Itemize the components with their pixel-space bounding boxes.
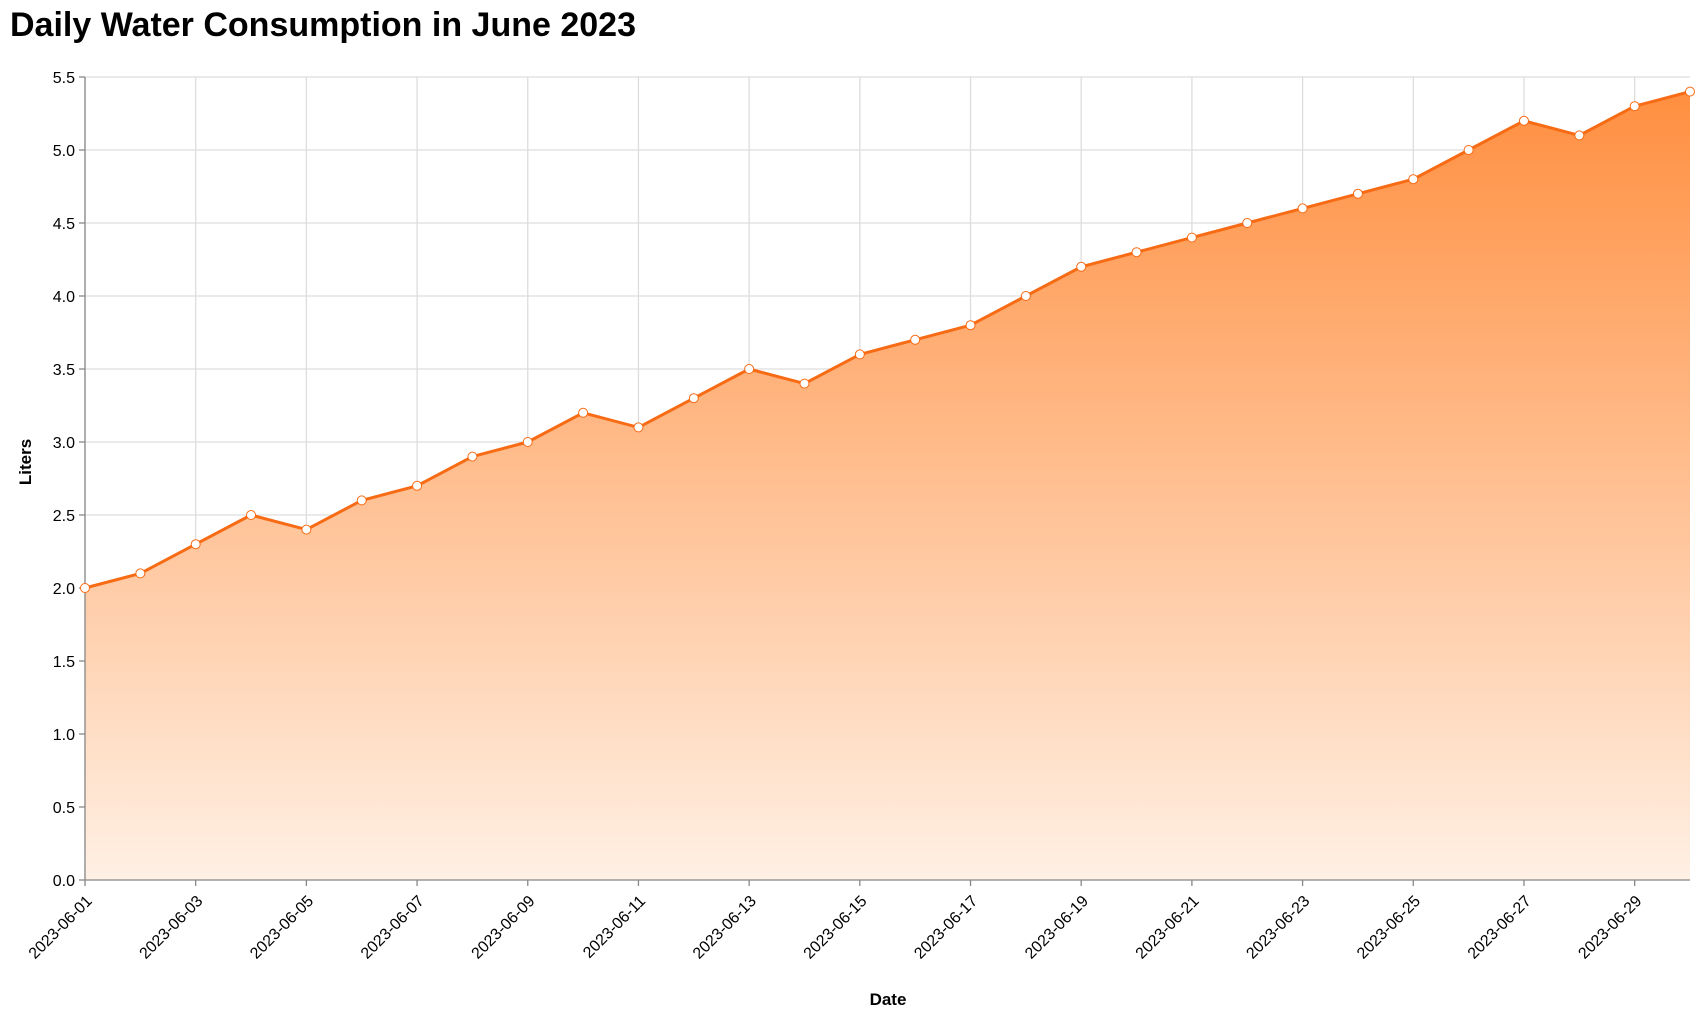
data-point[interactable] — [1132, 248, 1141, 257]
chart-title: Daily Water Consumption in June 2023 — [10, 6, 636, 44]
data-point[interactable] — [1021, 292, 1030, 301]
data-point[interactable] — [1077, 262, 1086, 271]
data-point[interactable] — [191, 540, 200, 549]
y-tick-label: 3.0 — [53, 435, 75, 452]
x-tick-label: 2023-06-15 — [801, 893, 871, 963]
x-tick-label: 2023-06-13 — [690, 893, 760, 963]
data-point[interactable] — [81, 584, 90, 593]
x-tick-label: 2023-06-05 — [247, 893, 317, 963]
data-point[interactable] — [1409, 175, 1418, 184]
x-tick-label: 2023-06-07 — [358, 893, 428, 963]
y-tick-label: 4.5 — [53, 216, 75, 233]
x-tick-label: 2023-06-27 — [1465, 893, 1535, 963]
data-point[interactable] — [136, 569, 145, 578]
y-tick-label: 5.5 — [53, 70, 75, 87]
y-tick-label: 0.5 — [53, 800, 75, 817]
x-tick-label: 2023-06-01 — [26, 893, 96, 963]
y-tick-label: 2.0 — [53, 581, 75, 598]
x-tick-label: 2023-06-17 — [911, 893, 981, 963]
data-point[interactable] — [745, 365, 754, 374]
data-point[interactable] — [1353, 189, 1362, 198]
y-tick-label: 1.0 — [53, 727, 75, 744]
x-tick-label: 2023-06-19 — [1022, 893, 1092, 963]
data-point[interactable] — [1243, 219, 1252, 228]
x-axis-title: Date — [870, 990, 907, 1009]
y-axis-title: Liters — [16, 439, 35, 485]
data-point[interactable] — [357, 496, 366, 505]
area-fill — [85, 92, 1690, 880]
x-tick-label: 2023-06-29 — [1576, 893, 1646, 963]
data-point[interactable] — [413, 481, 422, 490]
y-tick-label: 3.5 — [53, 362, 75, 379]
x-tick-label: 2023-06-21 — [1133, 893, 1203, 963]
y-tick-label: 1.5 — [53, 654, 75, 671]
data-point[interactable] — [1298, 204, 1307, 213]
data-point[interactable] — [302, 525, 311, 534]
data-point[interactable] — [579, 408, 588, 417]
y-tick-label: 0.0 — [53, 873, 75, 890]
data-point[interactable] — [689, 394, 698, 403]
data-point[interactable] — [634, 423, 643, 432]
data-point[interactable] — [1187, 233, 1196, 242]
data-point[interactable] — [523, 438, 532, 447]
data-point[interactable] — [1464, 146, 1473, 155]
data-point[interactable] — [1630, 102, 1639, 111]
data-point[interactable] — [855, 350, 864, 359]
data-point[interactable] — [800, 379, 809, 388]
data-point[interactable] — [1519, 116, 1528, 125]
data-point[interactable] — [1575, 131, 1584, 140]
data-point[interactable] — [911, 335, 920, 344]
area-layer — [85, 92, 1690, 880]
x-tick-label: 2023-06-03 — [137, 893, 207, 963]
y-tick-label: 5.0 — [53, 143, 75, 160]
x-tick-label: 2023-06-11 — [580, 893, 649, 962]
y-tick-label: 4.0 — [53, 289, 75, 306]
data-point[interactable] — [966, 321, 975, 330]
x-tick-label: 2023-06-25 — [1354, 893, 1424, 963]
y-tick-label: 2.5 — [53, 508, 75, 525]
x-tick-label: 2023-06-23 — [1243, 893, 1313, 963]
data-point[interactable] — [1686, 87, 1695, 96]
x-tick-label: 2023-06-09 — [469, 893, 539, 963]
data-point[interactable] — [468, 452, 477, 461]
data-point[interactable] — [247, 511, 256, 520]
